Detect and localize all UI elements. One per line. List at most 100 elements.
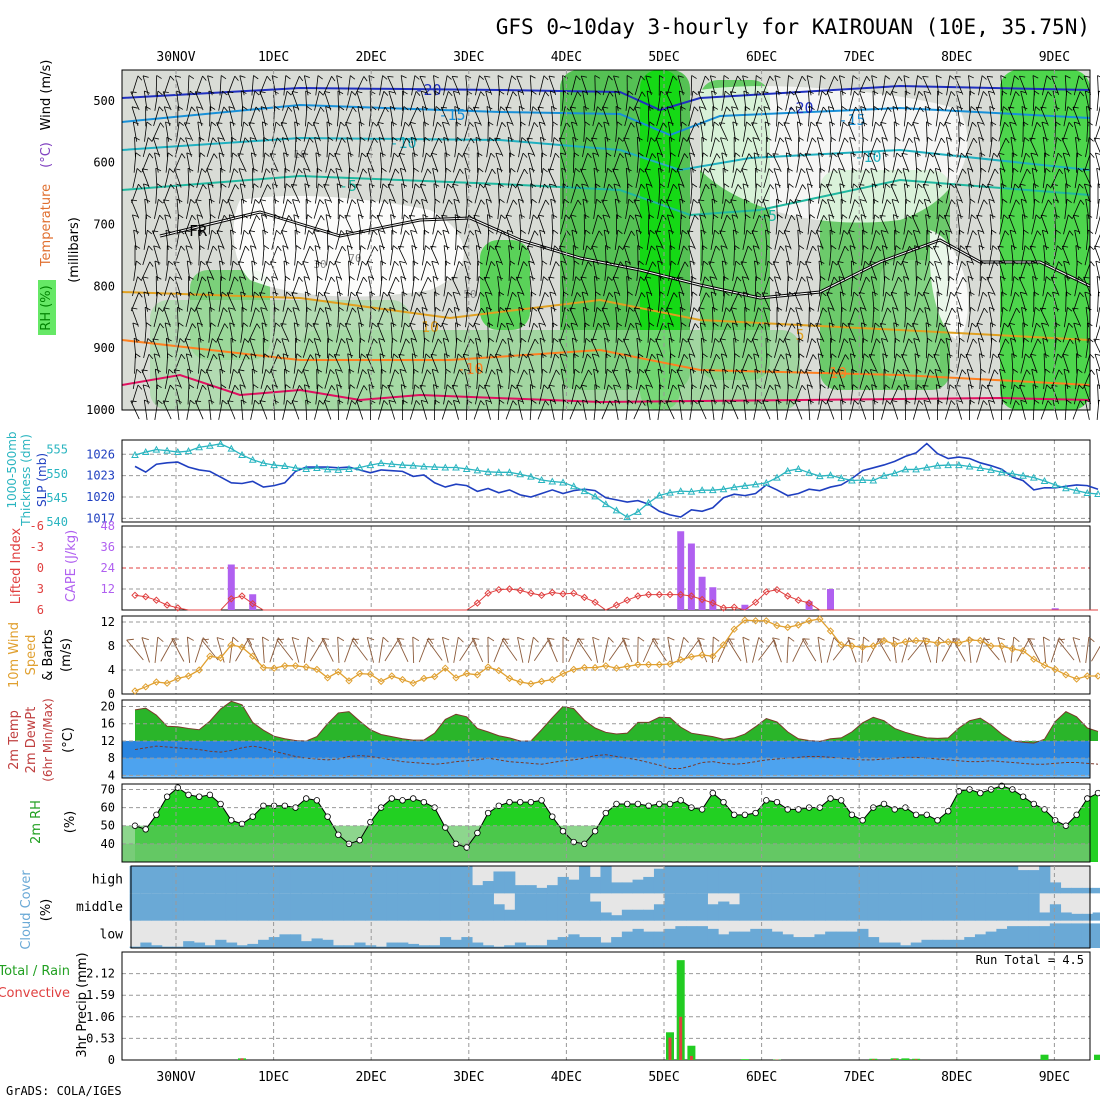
wind-barb-staff [184,230,193,250]
wind-barb-staff [185,307,192,328]
wind-barb-staff [187,183,190,204]
wind-barb-flag [177,106,184,110]
wind-barb-flag [138,183,143,190]
wind-barb-flag [136,260,142,265]
wind-barb-flag [154,260,161,264]
wind-barb-flag [165,121,172,125]
wind-barb-flag [201,168,207,173]
wind-barb-flag [205,261,212,263]
wind-barb-staff [207,230,213,250]
wind-barb-staff [219,168,222,189]
wind-barb-staff [186,90,191,111]
wind-barb-staff [198,245,200,266]
wind-barb-flag [169,276,175,282]
wind-barb-staff [173,261,183,281]
wind-barb-flag [142,276,149,279]
wind-barb-flag [134,136,140,141]
wind-barb [132,168,142,189]
wind-barb-flag [169,75,175,81]
wind-barb-staff [594,75,596,96]
wind-barb-flag [152,230,159,232]
wind-barb-staff [185,199,192,219]
wind-barb [175,229,185,250]
wind-barb-staff [134,137,136,158]
wind-barb-staff [154,199,159,219]
wind-barb-flag [131,106,138,109]
isotherm--15 [121,103,1091,137]
wind-barb-staff [176,121,180,142]
wind-barb-staff [476,260,479,281]
wind-barb [207,338,217,358]
isotherm--20 [121,84,1091,112]
wind-barb-flag [176,291,182,295]
wind-barb-flag [188,384,195,389]
wind-barb [186,260,193,281]
wind-barb-flag [173,261,180,263]
wind-barb [197,260,206,281]
wind-barb-staff [195,307,203,327]
wind-barb-flag [142,168,149,171]
wind-barb-flag [180,137,185,143]
wind-barb-staff [155,183,158,204]
wind-barb-flag [212,137,217,143]
wind-barb [133,229,140,250]
wind-barb-flag [176,399,183,403]
wind-barb [196,106,203,127]
wind-barb [205,369,214,389]
wind-barb-staff [166,137,168,158]
wind-barb [207,229,217,250]
wind-barb-flag [212,338,217,343]
wind-barb-flag [158,198,163,204]
wind-barb-flag [195,400,202,402]
wind-barb-staff [316,168,318,189]
wind-barb-staff [197,260,202,281]
wind-barb-staff [165,152,169,173]
wind-barb [195,307,203,327]
wind-barb [155,276,162,297]
wind-barb-staff [273,199,275,220]
wind-barb-flag [135,152,141,157]
wind-barb-staff [369,199,372,220]
wind-barb-flag [153,353,160,357]
wind-barb-flag [189,90,195,96]
date-label-bottom: 8DEC [941,1070,972,1085]
wind-barb-flag [198,136,205,141]
wind-barb-staff [143,338,149,359]
wind-barb-flag [156,183,163,188]
wind-barb [196,168,207,188]
wind-barb [155,75,162,96]
wind-barb-flag [159,323,164,329]
wind-barb-flag [145,214,152,219]
wind-barb-flag [142,384,149,387]
wind-barb-flag [133,337,140,342]
wind-barb-staff [637,353,639,374]
wind-barb [154,198,163,219]
wind-barb-staff [165,230,169,250]
wind-barb-flag [187,368,194,373]
wind-barb-staff [141,369,150,389]
wind-barb [176,322,184,343]
wind-barb [144,121,152,142]
wind-barb [185,137,192,157]
wind-barb [164,368,174,389]
wind-barb-staff [207,121,212,142]
wind-barb [153,307,164,328]
wind-barb-staff [423,229,425,251]
wind-barb [132,368,142,390]
wind-barb-flag [185,338,191,341]
wind-barb-flag [191,106,196,112]
wind-barb-staff [207,338,213,358]
wind-barb [163,276,175,297]
wind-barb-staff [904,199,907,220]
wind-barb-flag [144,198,151,203]
wind-barb [197,152,206,173]
wind-barb-flag [209,198,215,203]
wind-barb-staff [176,322,180,343]
wind-barb-flag [178,322,184,327]
date-label-top: 30NOV [156,50,195,65]
wind-barb-staff [326,229,329,251]
wind-barb-staff [143,90,148,111]
wind-barb-staff [154,369,158,390]
wind-barb-staff [154,90,159,111]
rh-contour-label: 30 [313,258,326,271]
